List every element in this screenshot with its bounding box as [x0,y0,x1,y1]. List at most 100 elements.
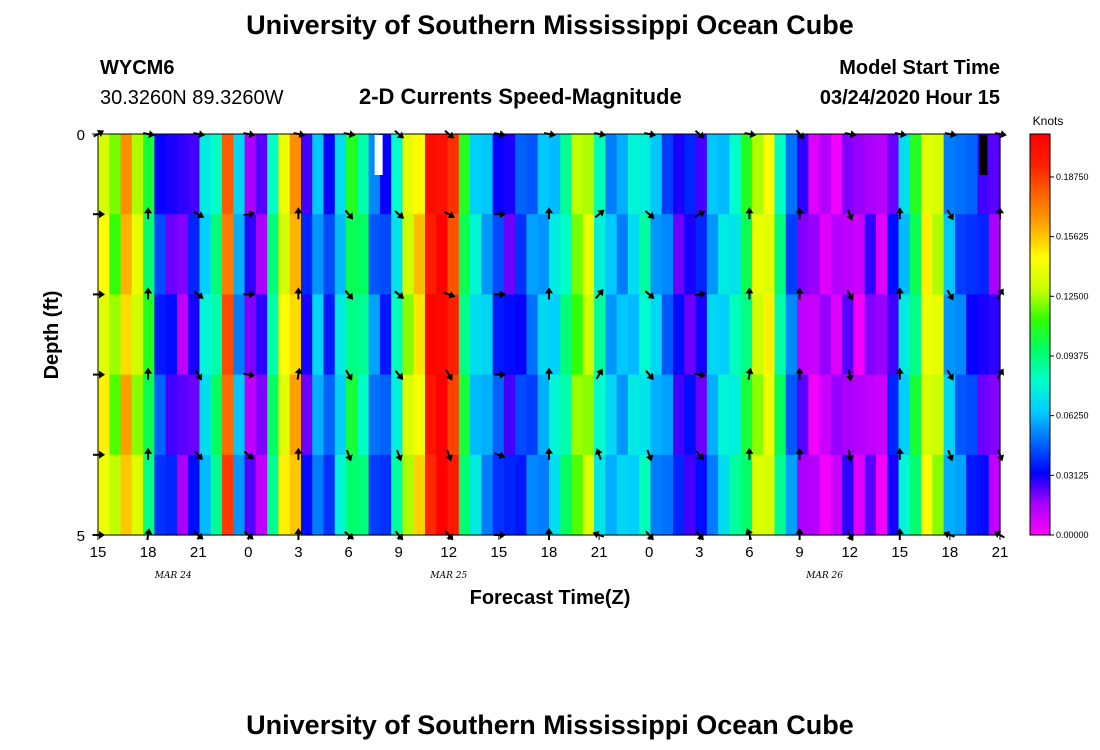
x-tick-label: 12 [440,544,457,561]
current-arrow [895,367,904,380]
heatmap-cell [244,134,257,215]
x-tick-label: 6 [745,544,753,561]
heatmap-cell [751,294,764,376]
heatmap-cell [977,214,990,295]
heatmap-cell [909,454,922,536]
heatmap-cell [165,214,178,295]
heatmap-cell [481,454,494,536]
current-arrow [493,210,506,219]
heatmap-cell [774,454,787,536]
x-tick-label: 15 [491,544,508,561]
heatmap-cell [120,134,133,215]
heatmap-cell [830,214,843,295]
heatmap-cell [131,294,144,376]
heatmap-cell [718,374,731,456]
station-id: WYCM6 [100,57,175,79]
current-arrow [695,450,704,461]
current-arrow [795,367,804,380]
heatmap-cell [413,214,426,295]
heatmap-cell [988,134,1001,215]
current-arrow [243,210,256,218]
heatmap-cell [842,374,855,456]
heatmap-cell [830,374,843,456]
heatmap-cell [954,374,967,456]
colorbar-ticks: 0.18750 0.15625 0.12500 0.09375 0.06250 0.031… [1050,172,1089,540]
current-arrow [545,207,553,220]
heatmap-cell [526,374,539,456]
heatmap-cell [278,294,291,376]
heatmap-cell [549,134,561,215]
heatmap-cell [199,294,212,376]
heatmap-cell [481,214,494,295]
heatmap-cell [673,294,685,376]
heatmap-cell [176,214,189,295]
heatmap-cell [729,214,742,295]
heatmap-cell [954,134,967,215]
heatmap-cell [357,454,370,536]
heatmap-cell [413,374,426,456]
heatmap-cell [537,374,550,456]
heatmap-cell [120,374,133,456]
heatmap-cell [718,134,731,215]
heatmap-cell [165,374,178,456]
heatmap-cell [165,134,178,215]
heatmap-cell [154,134,167,215]
heatmap-cell [143,374,155,456]
heatmap-cell [470,374,482,456]
heatmap-cell [357,374,370,456]
heatmap-cell [244,454,257,536]
y-axis-ticks: 05 [77,127,98,545]
heatmap-cell [233,214,246,295]
heatmap-cell [921,454,933,536]
heatmap-cell [729,134,742,215]
heatmap-cell [436,454,449,536]
heatmap-cell [639,454,652,536]
x-tick-label: 18 [942,544,959,561]
heatmap-cell [267,134,280,215]
heatmap-cell [357,214,370,295]
heatmap-cell [300,374,313,456]
heatmap-cell [334,294,347,376]
heatmap-cell [526,454,539,536]
heatmap-cell [830,454,843,536]
heatmap-cell [458,214,471,295]
heatmap-cell [661,214,674,295]
current-arrow [895,287,904,300]
heatmap-cell [447,214,460,295]
heatmap-cell [898,374,911,456]
x-tick-label: 6 [344,544,352,561]
heatmap-cell [278,134,291,215]
heatmap-cell [458,454,471,536]
current-arrow [345,449,353,462]
heatmap-cell [131,374,144,456]
heatmap-cell [267,214,280,295]
current-arrow [845,369,854,382]
heatmap-cell [627,374,640,456]
current-arrow [443,210,455,219]
heatmap-cell [300,454,313,536]
heatmap-cell [932,454,945,536]
heatmap-cell [379,374,392,456]
heatmap-cell [864,134,877,215]
heatmap-cell [289,134,302,215]
heatmap-cell [943,134,956,215]
heatmap-cell [120,294,133,376]
heatmap-cell [650,454,663,536]
heatmap-cell [819,214,832,295]
date-labels: MAR 24 MAR 25 MAR 26 [154,571,844,581]
heatmap-cell [751,214,764,295]
heatmap-cell [898,134,911,215]
heatmap-cell [379,134,392,215]
x-axis-label: Forecast Time(Z) [470,587,631,609]
heatmap-cell [594,214,606,295]
x-tick-label: 21 [190,544,207,561]
heatmap-cell [98,294,110,376]
heatmap-cell [379,214,392,295]
colorbar-tick-label: 0.09375 [1056,351,1089,361]
heatmap-cell [176,374,189,456]
heatmap-cell [210,294,223,376]
heatmap-cell [808,214,821,295]
heatmap-cell [909,294,922,376]
heatmap-cell [300,134,313,215]
heatmap-cell [898,214,911,295]
